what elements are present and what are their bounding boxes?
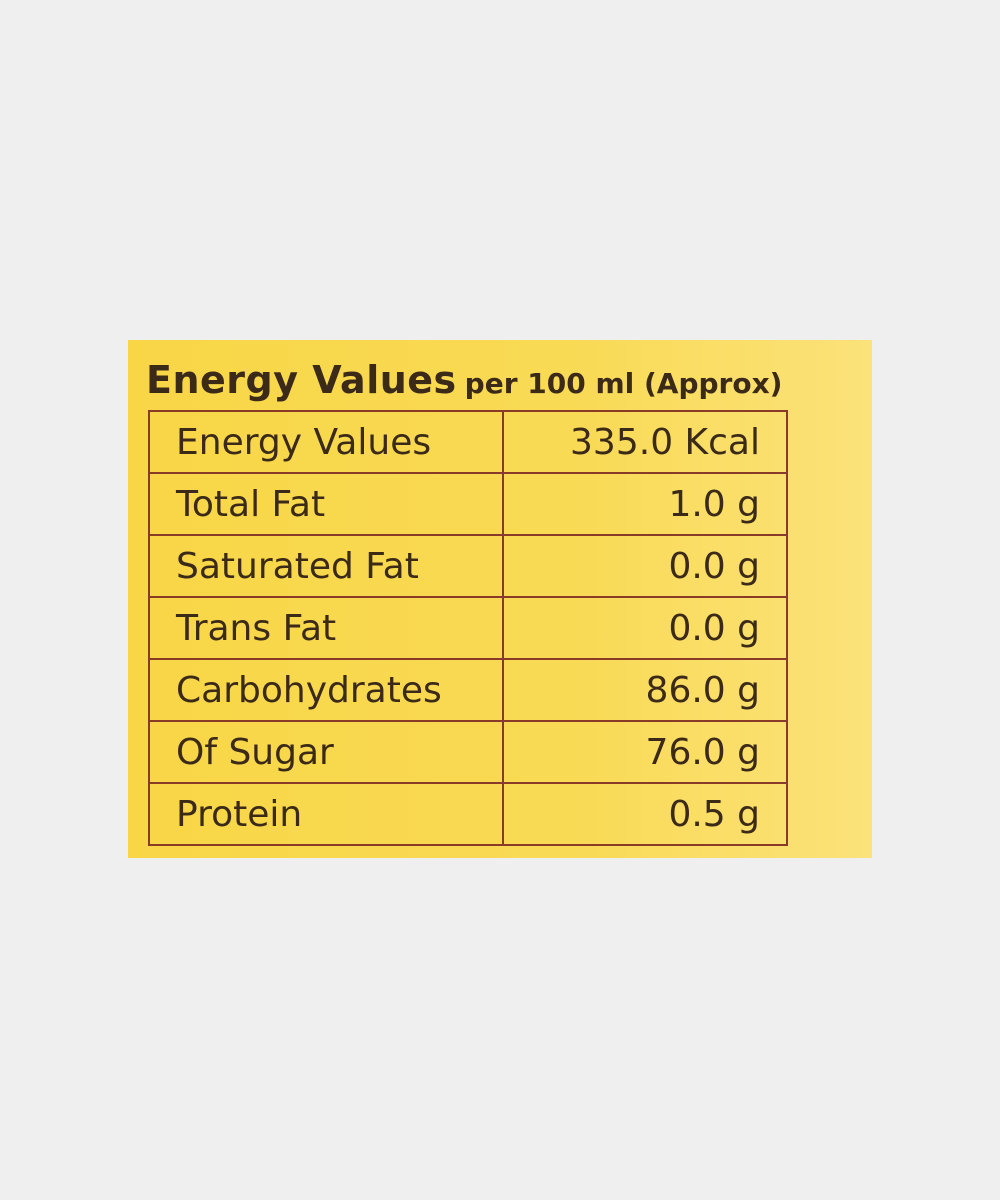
nutrient-value: 86.0 g bbox=[502, 658, 788, 722]
nutrient-value: 0.0 g bbox=[502, 534, 788, 598]
title: Energy Values per 100 ml (Approx) bbox=[146, 358, 782, 402]
table-row: Trans Fat 0.0 g bbox=[148, 596, 788, 660]
table-row: Of Sugar 76.0 g bbox=[148, 720, 788, 784]
nutrient-value: 1.0 g bbox=[502, 472, 788, 536]
nutrient-name: Trans Fat bbox=[148, 596, 504, 660]
title-sub: per 100 ml (Approx) bbox=[464, 367, 783, 400]
table-body: Energy Values 335.0 Kcal Total Fat 1.0 g Sat… bbox=[148, 410, 788, 846]
nutrient-name: Carbohydrates bbox=[148, 658, 504, 722]
table-row: Carbohydrates 86.0 g bbox=[148, 658, 788, 722]
nutrient-name: Saturated Fat bbox=[148, 534, 504, 598]
nutrient-value: 76.0 g bbox=[502, 720, 788, 784]
nutrient-value: 0.5 g bbox=[502, 782, 788, 846]
table-row: Saturated Fat 0.0 g bbox=[148, 534, 788, 598]
label-panel: Energy Values per 100 ml (Approx) Energy … bbox=[128, 340, 872, 858]
table-row: Energy Values 335.0 Kcal bbox=[148, 410, 788, 474]
title-main: Energy Values bbox=[146, 358, 457, 402]
table-row: Protein 0.5 g bbox=[148, 782, 788, 846]
nutrient-value: 0.0 g bbox=[502, 596, 788, 660]
nutrient-name: Protein bbox=[148, 782, 504, 846]
nutrient-value: 335.0 Kcal bbox=[502, 410, 788, 474]
nutrient-name: Of Sugar bbox=[148, 720, 504, 784]
nutrient-name: Energy Values bbox=[148, 410, 504, 474]
nutrition-table: Energy Values 335.0 Kcal Total Fat 1.0 g Sat… bbox=[148, 410, 788, 846]
nutrient-name: Total Fat bbox=[148, 472, 504, 536]
table-row: Total Fat 1.0 g bbox=[148, 472, 788, 536]
